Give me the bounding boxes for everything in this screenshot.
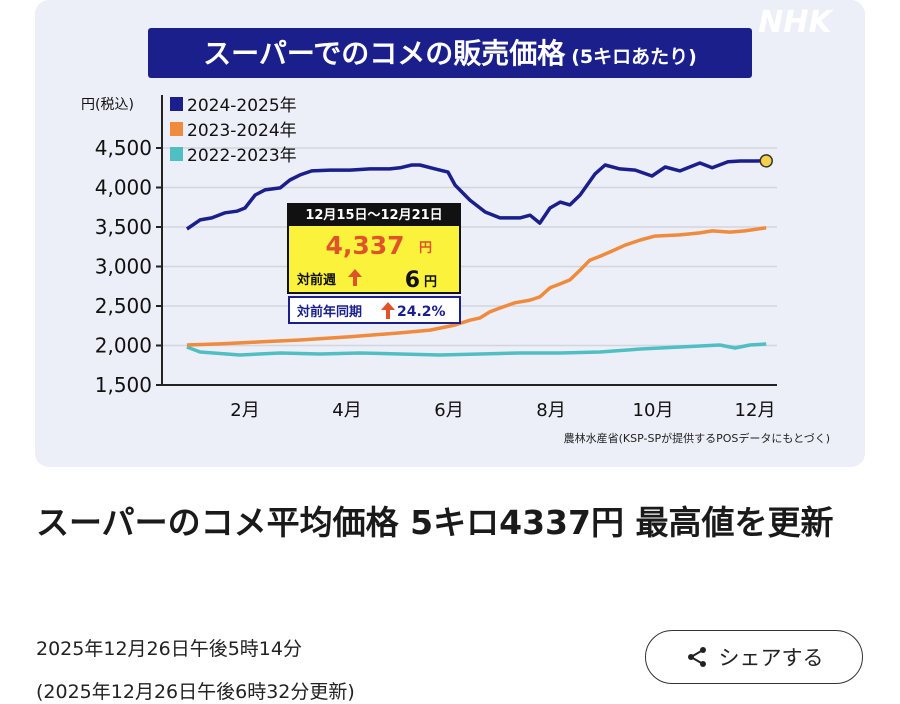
annotation-price-box	[287, 224, 461, 294]
chart-title: スーパーでのコメの販売価格 (5キロあたり)	[203, 37, 697, 70]
annotation-wow-unit: 円	[424, 275, 437, 290]
x-tick-label: 4月	[332, 400, 361, 421]
annotation-period: 12月15日〜12月21日	[305, 208, 442, 223]
article-headline: スーパーのコメ平均価格 5キロ4337円 最高値を更新	[36, 503, 834, 542]
title-banner	[148, 28, 752, 78]
annotation-period-bg	[287, 203, 461, 225]
latest-point-marker	[759, 154, 773, 168]
share-button[interactable]: シェアする	[645, 630, 863, 684]
annotation-wow-value: 6	[405, 268, 420, 293]
legend-label: 2022-2023年	[187, 146, 297, 166]
published-date: 2025年12月26日午後5時14分	[36, 638, 302, 660]
legend-label: 2023-2024年	[187, 121, 297, 141]
x-tick-label: 8月	[536, 400, 565, 421]
y-tick-label: 3,500	[95, 215, 152, 239]
legend-swatch	[170, 147, 183, 161]
series-line-2022-2023年	[186, 342, 767, 357]
share-icon	[687, 647, 706, 667]
y-tick-label: 1,500	[95, 373, 152, 397]
chart-source: 農林水産省(KSP-SPが提供するPOSデータにもとづく)	[564, 431, 830, 445]
share-label: シェアする	[718, 646, 824, 670]
annotation-wow-label: 対前週	[296, 272, 336, 288]
y-tick-label: 4,000	[95, 176, 152, 200]
y-tick-label: 3,000	[95, 255, 152, 279]
series-line-2024-2025年	[185, 159, 767, 231]
y-tick-label: 4,500	[95, 136, 152, 160]
annotation-price: 4,337	[325, 231, 404, 260]
legend-label: 2024-2025年	[187, 96, 297, 116]
y-tick-label: 2,500	[95, 294, 152, 318]
series-line-2023-2024年	[186, 226, 767, 347]
annotation-yoy-value: 24.2%	[397, 304, 446, 320]
annotation-box: 12月15日〜12月21日 4,337 円 対前週 6 円 対前年同期 24.2…	[287, 203, 461, 324]
annotation-price-unit: 円	[419, 241, 432, 256]
nhk-watermark: NHK	[758, 5, 834, 40]
x-tick-label: 6月	[434, 400, 463, 421]
legend-swatch	[170, 122, 183, 136]
annotation-yoy-label: 対前年同期	[296, 304, 362, 320]
y-tick-label: 2,000	[95, 334, 152, 358]
updated-date: (2025年12月26日午後6時32分更新)	[36, 681, 355, 703]
up-arrow-icon	[348, 269, 362, 286]
annotation-yoy-box	[288, 296, 461, 324]
x-tick-label: 2月	[230, 400, 259, 421]
x-tick-label: 10月	[633, 400, 674, 421]
up-arrow-icon	[381, 302, 395, 319]
chart-card: NHK スーパーでのコメの販売価格 (5キロあたり) 円(税込) 1,500 2,0…	[35, 0, 865, 467]
y-axis-label: 円(税込)	[81, 97, 134, 113]
x-tick-label: 12月	[735, 400, 776, 421]
rice-price-chart: NHK スーパーでのコメの販売価格 (5キロあたり) 円(税込) 1,500 2,0…	[81, 5, 834, 445]
legend-swatch	[170, 97, 183, 111]
